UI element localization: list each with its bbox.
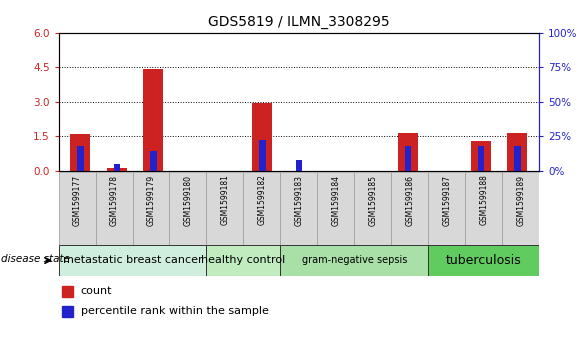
Bar <box>59 245 206 276</box>
Bar <box>502 172 539 245</box>
Text: disease state: disease state <box>1 254 70 264</box>
Text: GSM1599184: GSM1599184 <box>331 175 340 225</box>
Text: GSM1599185: GSM1599185 <box>368 175 377 225</box>
Text: GSM1599188: GSM1599188 <box>479 175 488 225</box>
Title: GDS5819 / ILMN_3308295: GDS5819 / ILMN_3308295 <box>208 15 390 29</box>
Text: GSM1599180: GSM1599180 <box>183 175 192 225</box>
Text: GSM1599187: GSM1599187 <box>442 175 451 225</box>
Bar <box>405 146 411 171</box>
Text: GSM1599186: GSM1599186 <box>406 175 414 225</box>
Bar <box>471 141 491 171</box>
Text: GSM1599189: GSM1599189 <box>516 175 525 225</box>
Text: metastatic breast cancer: metastatic breast cancer <box>63 256 202 265</box>
Bar <box>62 306 73 317</box>
Text: GSM1599182: GSM1599182 <box>257 175 267 225</box>
Text: GSM1599179: GSM1599179 <box>146 175 155 226</box>
Bar <box>169 172 206 245</box>
Text: GSM1599177: GSM1599177 <box>73 175 81 226</box>
Bar <box>253 103 272 171</box>
Bar <box>295 160 302 171</box>
Bar <box>243 172 280 245</box>
Text: tuberculosis: tuberculosis <box>446 254 522 267</box>
Bar <box>77 146 84 171</box>
Bar <box>398 133 418 171</box>
Bar <box>280 172 318 245</box>
Bar <box>70 134 90 171</box>
Bar <box>206 172 243 245</box>
Bar <box>96 172 132 245</box>
Bar <box>355 172 391 245</box>
Bar <box>280 245 428 276</box>
Bar <box>132 172 169 245</box>
Bar <box>507 133 527 171</box>
Bar <box>514 146 520 171</box>
Text: GSM1599178: GSM1599178 <box>110 175 118 225</box>
Bar <box>318 172 355 245</box>
Bar <box>391 172 428 245</box>
Text: count: count <box>80 286 112 297</box>
Bar <box>62 286 73 297</box>
Bar <box>59 172 96 245</box>
Bar <box>259 140 265 171</box>
Bar <box>107 168 127 171</box>
Bar <box>150 151 156 171</box>
Bar <box>465 172 502 245</box>
Text: GSM1599183: GSM1599183 <box>294 175 304 225</box>
Bar <box>143 69 163 171</box>
Bar <box>478 146 484 171</box>
Text: percentile rank within the sample: percentile rank within the sample <box>80 306 268 316</box>
Text: healthy control: healthy control <box>201 256 285 265</box>
Bar <box>206 245 280 276</box>
Bar <box>114 164 120 171</box>
Bar <box>428 172 465 245</box>
Text: gram-negative sepsis: gram-negative sepsis <box>302 256 407 265</box>
Text: GSM1599181: GSM1599181 <box>220 175 230 225</box>
Bar <box>428 245 539 276</box>
